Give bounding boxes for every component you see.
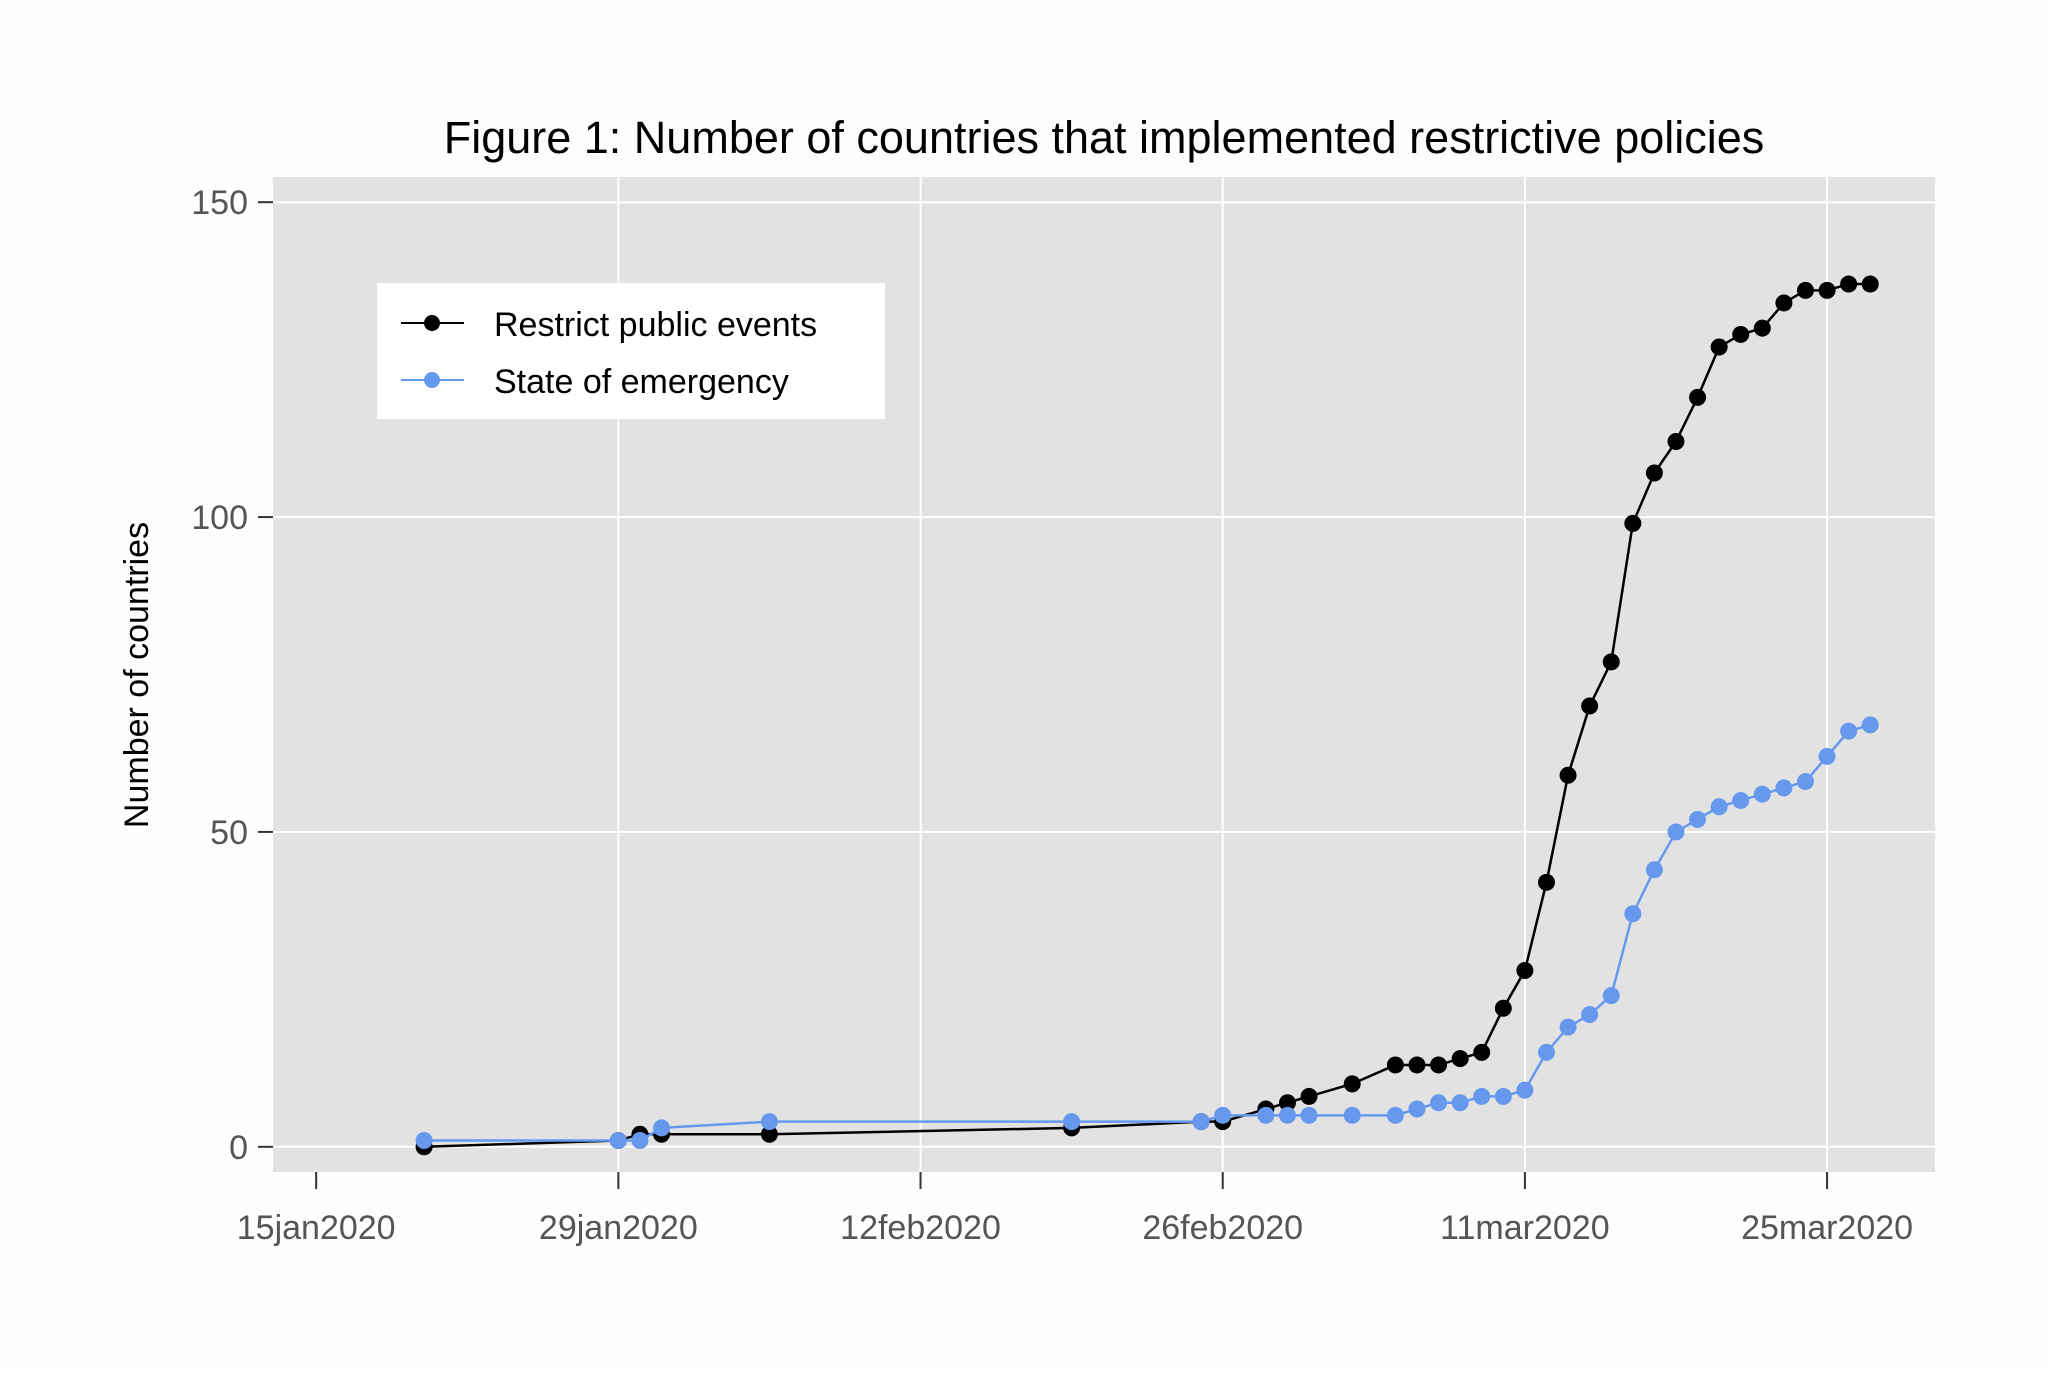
y-tick-label: 100 [191, 499, 248, 537]
data-point-state-of-emergency [1732, 791, 1750, 809]
data-point-state-of-emergency [1559, 1018, 1577, 1036]
data-point-restrict-public-events [1494, 999, 1512, 1017]
data-point-state-of-emergency [1624, 905, 1642, 923]
x-tick-label: 26feb2020 [1142, 1209, 1303, 1247]
x-tick-label: 25mar2020 [1741, 1209, 1913, 1247]
legend-label-restrict-public-events: Restrict public events [494, 306, 817, 344]
data-point-restrict-public-events [1386, 1056, 1404, 1074]
data-point-state-of-emergency [631, 1132, 649, 1150]
data-point-state-of-emergency [1753, 785, 1771, 803]
data-point-state-of-emergency [1645, 861, 1663, 879]
data-point-state-of-emergency [1796, 773, 1814, 791]
y-tick-label: 50 [210, 814, 248, 852]
data-point-state-of-emergency [1602, 987, 1620, 1005]
data-point-restrict-public-events [1581, 697, 1599, 715]
data-point-restrict-public-events [1602, 653, 1620, 671]
y-tick-label: 0 [229, 1129, 248, 1167]
data-point-state-of-emergency [1494, 1087, 1512, 1105]
data-point-restrict-public-events [1624, 514, 1642, 532]
data-point-state-of-emergency [1063, 1113, 1081, 1131]
data-point-restrict-public-events [1818, 281, 1836, 299]
x-tick-label: 29jan2020 [539, 1209, 698, 1247]
legend: Restrict public events State of emergenc… [377, 283, 885, 419]
data-point-restrict-public-events [1667, 432, 1685, 450]
data-point-restrict-public-events [1775, 294, 1793, 312]
data-point-state-of-emergency [1386, 1106, 1404, 1124]
data-point-restrict-public-events [1840, 275, 1858, 293]
data-point-restrict-public-events [1796, 281, 1814, 299]
data-point-state-of-emergency [1257, 1106, 1275, 1124]
data-point-state-of-emergency [415, 1132, 433, 1150]
data-point-state-of-emergency [1689, 810, 1707, 828]
data-point-restrict-public-events [1473, 1043, 1491, 1061]
data-point-state-of-emergency [1430, 1094, 1448, 1112]
data-point-state-of-emergency [1667, 823, 1685, 841]
data-point-state-of-emergency [1408, 1100, 1426, 1118]
data-point-restrict-public-events [1300, 1087, 1318, 1105]
legend-key-marker-emergency [424, 372, 440, 388]
data-point-state-of-emergency [760, 1113, 778, 1131]
data-point-state-of-emergency [1581, 1006, 1599, 1024]
data-point-state-of-emergency [1840, 722, 1858, 740]
series-state-of-emergency [415, 716, 1879, 1150]
x-tick-label: 11mar2020 [1440, 1209, 1610, 1247]
data-point-state-of-emergency [1214, 1106, 1232, 1124]
data-point-state-of-emergency [1278, 1106, 1296, 1124]
data-point-restrict-public-events [1278, 1094, 1296, 1112]
data-point-state-of-emergency [1775, 779, 1793, 797]
axes: 0 50 100 150 15jan2020 29jan2020 12feb2020 26fe… [191, 184, 1913, 1247]
legend-key-marker-restrict [424, 315, 440, 331]
grid-lines [273, 177, 1935, 1172]
data-point-state-of-emergency [1451, 1094, 1469, 1112]
data-point-restrict-public-events [1710, 338, 1728, 356]
data-point-restrict-public-events [760, 1125, 778, 1143]
data-point-restrict-public-events [1689, 388, 1707, 406]
data-point-state-of-emergency [1192, 1113, 1210, 1131]
data-point-state-of-emergency [1710, 798, 1728, 816]
y-tick-label: 150 [191, 184, 248, 222]
data-point-state-of-emergency [1343, 1106, 1361, 1124]
data-point-restrict-public-events [1343, 1075, 1361, 1093]
data-point-state-of-emergency [1300, 1106, 1318, 1124]
data-point-state-of-emergency [1861, 716, 1879, 734]
x-tick-label: 15jan2020 [237, 1209, 396, 1247]
data-point-restrict-public-events [1537, 873, 1555, 891]
y-axis-label: Number of countries [118, 522, 156, 828]
data-point-state-of-emergency [653, 1119, 671, 1137]
data-point-restrict-public-events [1516, 961, 1534, 979]
data-point-restrict-public-events [1408, 1056, 1426, 1074]
data-series [415, 275, 1879, 1156]
data-point-restrict-public-events [1732, 325, 1750, 343]
data-point-state-of-emergency [1516, 1081, 1534, 1099]
data-point-restrict-public-events [1645, 464, 1663, 482]
data-point-state-of-emergency [609, 1132, 627, 1150]
legend-box [377, 283, 885, 419]
legend-label-state-of-emergency: State of emergency [494, 363, 789, 401]
chart-title: Figure 1: Number of countries that imple… [444, 112, 1765, 163]
data-point-restrict-public-events [1753, 319, 1771, 337]
data-point-state-of-emergency [1537, 1043, 1555, 1061]
data-point-restrict-public-events [1451, 1050, 1469, 1068]
data-point-state-of-emergency [1818, 747, 1836, 765]
data-point-restrict-public-events [1430, 1056, 1448, 1074]
data-point-restrict-public-events [1861, 275, 1879, 293]
x-tick-label: 12feb2020 [840, 1209, 1001, 1247]
data-point-restrict-public-events [1559, 766, 1577, 784]
data-point-state-of-emergency [1473, 1087, 1491, 1105]
